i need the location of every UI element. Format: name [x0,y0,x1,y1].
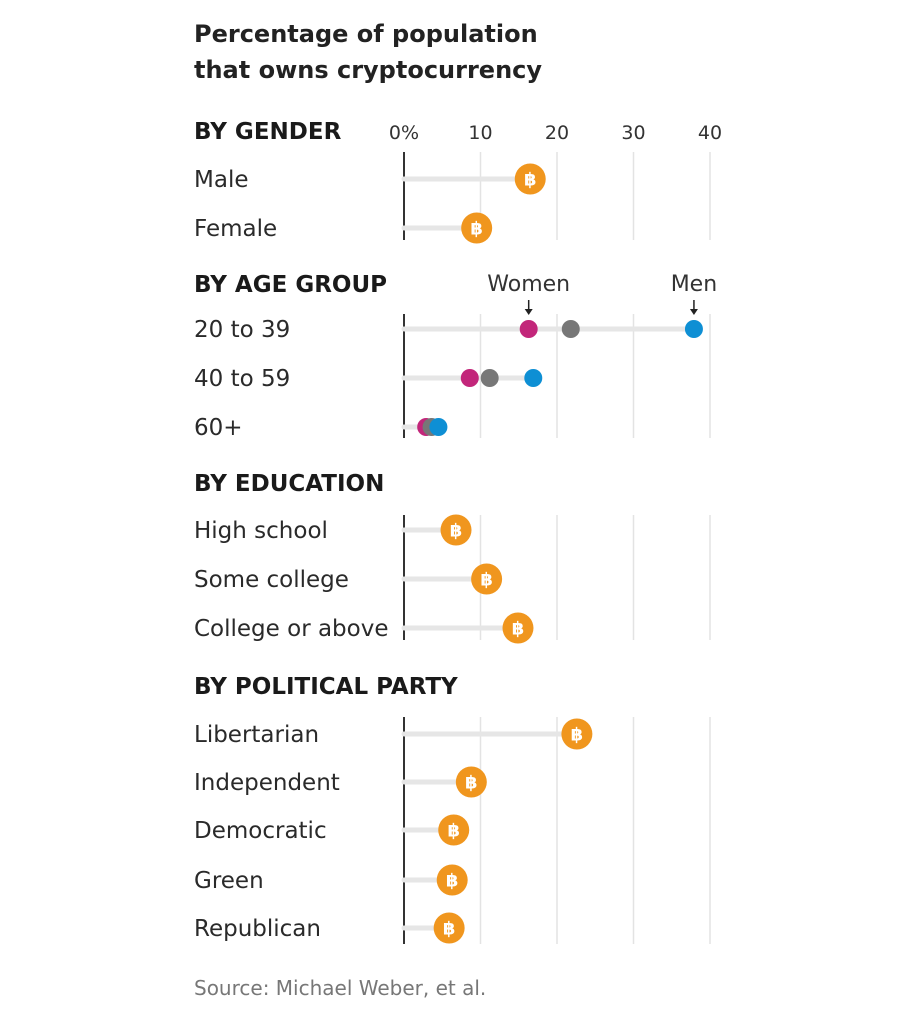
bitcoin-symbol: ฿ [465,773,478,794]
bitcoin-icon [440,514,472,546]
row-label: Republican [194,916,321,942]
x-tick-label-10: 10 [468,122,492,144]
chart-row: 20 to 39 [194,317,703,343]
annotation-arrowhead-women [524,309,533,315]
annotation-arrowhead-men [689,309,698,315]
chart-row: Some college ฿ [194,563,503,595]
data-point: ฿ [502,612,534,644]
row-label: 60+ [194,415,243,441]
point-all [561,320,580,338]
chart-row: Green ฿ [194,864,468,896]
point-all [480,369,499,387]
bitcoin-icon [461,212,493,244]
data-point: ฿ [433,912,465,944]
section-0: BY GENDER Male ฿ Female ฿ [194,119,546,244]
section-title: BY GENDER [194,119,342,145]
row-label: 40 to 59 [194,366,290,392]
bitcoin-symbol: ฿ [480,570,493,591]
annotation-women: Women [487,272,570,297]
chart-row: Libertarian ฿ [194,718,593,750]
chart-title-line-1: Percentage of population [194,20,538,48]
bitcoin-icon [502,612,534,644]
row-label: College or above [194,616,389,642]
data-point: ฿ [438,814,470,846]
bitcoin-symbol: ฿ [512,619,525,640]
row-label: Independent [194,770,340,796]
bitcoin-symbol: ฿ [524,170,537,191]
bitcoin-symbol: ฿ [571,725,584,746]
data-point: ฿ [514,163,546,195]
row-label: Male [194,167,248,193]
x-tick-label-40: 40 [698,122,722,144]
point-women [460,369,479,387]
x-tick-label-0: 0% [389,122,419,144]
point-men [684,320,703,338]
data-point: ฿ [455,766,487,798]
data-point: ฿ [461,212,493,244]
data-point: ฿ [561,718,593,750]
x-tick-label-30: 30 [621,122,645,144]
chart-title-line-2: that owns cryptocurrency [194,56,542,84]
section-title: BY EDUCATION [194,471,384,497]
bitcoin-icon [436,864,468,896]
chart-row: Female ฿ [194,212,493,244]
section-title: BY AGE GROUP [194,272,387,298]
bitcoin-symbol: ฿ [470,219,483,240]
chart-row: Male ฿ [194,163,546,195]
row-label: Some college [194,567,349,593]
chart-row: 60+ [194,415,448,441]
chart-row: Democratic ฿ [194,814,470,846]
row-label: High school [194,518,328,544]
data-point: ฿ [471,563,503,595]
data-point: ฿ [436,864,468,896]
section-title: BY POLITICAL PARTY [194,674,458,700]
series-annotations: Women Men [487,272,717,315]
bitcoin-icon [471,563,503,595]
row-label: Green [194,868,264,894]
row-label: Libertarian [194,722,319,748]
point-men [524,369,543,387]
annotation-men: Men [671,272,717,297]
data-point: ฿ [440,514,472,546]
bitcoin-icon [433,912,465,944]
point-women [519,320,538,338]
x-axis-tick-labels: 0% 10 20 30 40 [389,122,722,144]
chart-row: High school ฿ [194,514,472,546]
chart-row: Republican ฿ [194,912,465,944]
chart-row: 40 to 59 [194,366,543,392]
source-note: Source: Michael Weber, et al. [194,976,486,1000]
chart-sections: BY GENDER Male ฿ Female ฿ BY AGE GROUP 20 to 3… [194,119,717,944]
row-label: 20 to 39 [194,317,290,343]
section-1: BY AGE GROUP 20 to 39 40 to 59 60+ Women Men [194,272,717,441]
bitcoin-icon [438,814,470,846]
bitcoin-icon [561,718,593,750]
bitcoin-symbol: ฿ [443,919,456,940]
bitcoin-symbol: ฿ [450,521,463,542]
chart-row: College or above ฿ [194,612,534,644]
row-label: Democratic [194,818,327,844]
bitcoin-icon [455,766,487,798]
x-tick-label-20: 20 [545,122,569,144]
bitcoin-symbol: ฿ [447,821,460,842]
point-men [429,418,448,436]
bitcoin-icon [514,163,546,195]
row-label: Female [194,216,277,242]
chart-row: Independent ฿ [194,766,487,798]
bitcoin-symbol: ฿ [446,871,459,892]
